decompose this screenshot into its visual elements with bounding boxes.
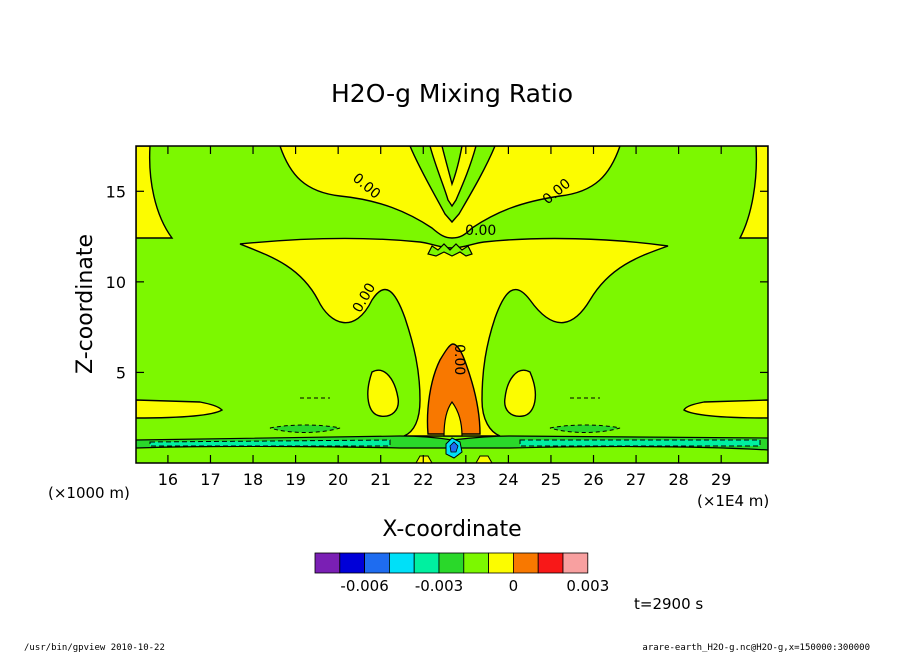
contour-region xyxy=(269,424,341,433)
x-tick-label: 24 xyxy=(498,470,518,489)
colorbar-swatch xyxy=(339,552,365,574)
contour-region xyxy=(519,439,761,447)
colorbar-swatch xyxy=(562,552,589,574)
y-axis-label: Z-coordinate xyxy=(73,234,98,374)
colorbar-swatch xyxy=(413,552,440,574)
colorbar-swatch xyxy=(537,552,564,574)
x-axis-ticks: 16 17 18 19 20 21 22 23 24 25 26 27 28 29 xyxy=(158,146,731,489)
time-label: t=2900 s xyxy=(634,595,703,613)
plot-area xyxy=(136,146,768,463)
contour-region xyxy=(683,399,768,419)
contour-label: 0.00 xyxy=(451,344,467,375)
x-tick-label: 28 xyxy=(668,470,688,489)
x-unit-right: (×1E4 m) xyxy=(697,492,769,510)
contour-region xyxy=(136,146,174,239)
contour-region xyxy=(427,243,473,257)
y-tick-label: 10 xyxy=(106,273,126,292)
x-tick-label: 22 xyxy=(413,470,433,489)
contour-region xyxy=(504,369,537,417)
x-tick-label: 29 xyxy=(711,470,731,489)
plot-frame xyxy=(135,145,769,464)
colorbar-swatch xyxy=(438,552,465,574)
contour-label: 0.00 xyxy=(465,223,496,239)
x-unit-left: (×1000 m) xyxy=(48,484,130,502)
colorbar-swatch xyxy=(364,552,390,574)
x-tick-label: 19 xyxy=(285,470,305,489)
x-tick-label: 25 xyxy=(541,470,561,489)
contour-region xyxy=(149,439,391,447)
contour-region xyxy=(367,369,399,417)
contour-region xyxy=(738,146,768,239)
colorbar-swatch xyxy=(488,552,514,574)
x-axis-label: X-coordinate xyxy=(382,517,521,542)
contour-region xyxy=(441,146,463,187)
x-tick-label: 20 xyxy=(328,470,348,489)
colorbar-swatch xyxy=(463,552,489,574)
contour-region xyxy=(415,455,433,463)
contour-region xyxy=(426,343,481,435)
colorbar-tick-label: 0 xyxy=(509,577,519,595)
colorbar-tick-label: -0.003 xyxy=(415,577,463,595)
y-tick-label: 5 xyxy=(116,363,126,382)
colorbar-swatch xyxy=(314,552,341,574)
contour-region xyxy=(549,424,621,433)
chart-title: H2O-g Mixing Ratio xyxy=(331,79,573,108)
x-tick-label: 16 xyxy=(158,470,178,489)
contour-region xyxy=(443,400,463,437)
x-tick-label: 17 xyxy=(200,470,220,489)
colorbar-swatch xyxy=(513,552,539,574)
x-tick-label: 18 xyxy=(243,470,263,489)
x-tick-label: 26 xyxy=(583,470,603,489)
footer-right: arare-earth_H2O-g.nc@H2O-g,x=150000:3000… xyxy=(642,643,870,653)
y-tick-label: 15 xyxy=(106,182,126,201)
contour-region xyxy=(449,441,459,453)
colorbar: -0.006 -0.003 0 0.003 xyxy=(314,552,609,595)
x-tick-label: 23 xyxy=(456,470,476,489)
x-tick-label: 21 xyxy=(371,470,391,489)
colorbar-tick-label: 0.003 xyxy=(566,577,609,595)
colorbar-swatch xyxy=(388,552,415,574)
contour-region xyxy=(136,399,224,419)
footer-left: /usr/bin/gpview 2010-10-22 xyxy=(24,643,165,653)
y-axis-ticks: 5 10 15 xyxy=(106,182,768,382)
x-tick-label: 27 xyxy=(626,470,646,489)
colorbar-tick-label: -0.006 xyxy=(340,577,388,595)
contour-region xyxy=(475,455,493,463)
